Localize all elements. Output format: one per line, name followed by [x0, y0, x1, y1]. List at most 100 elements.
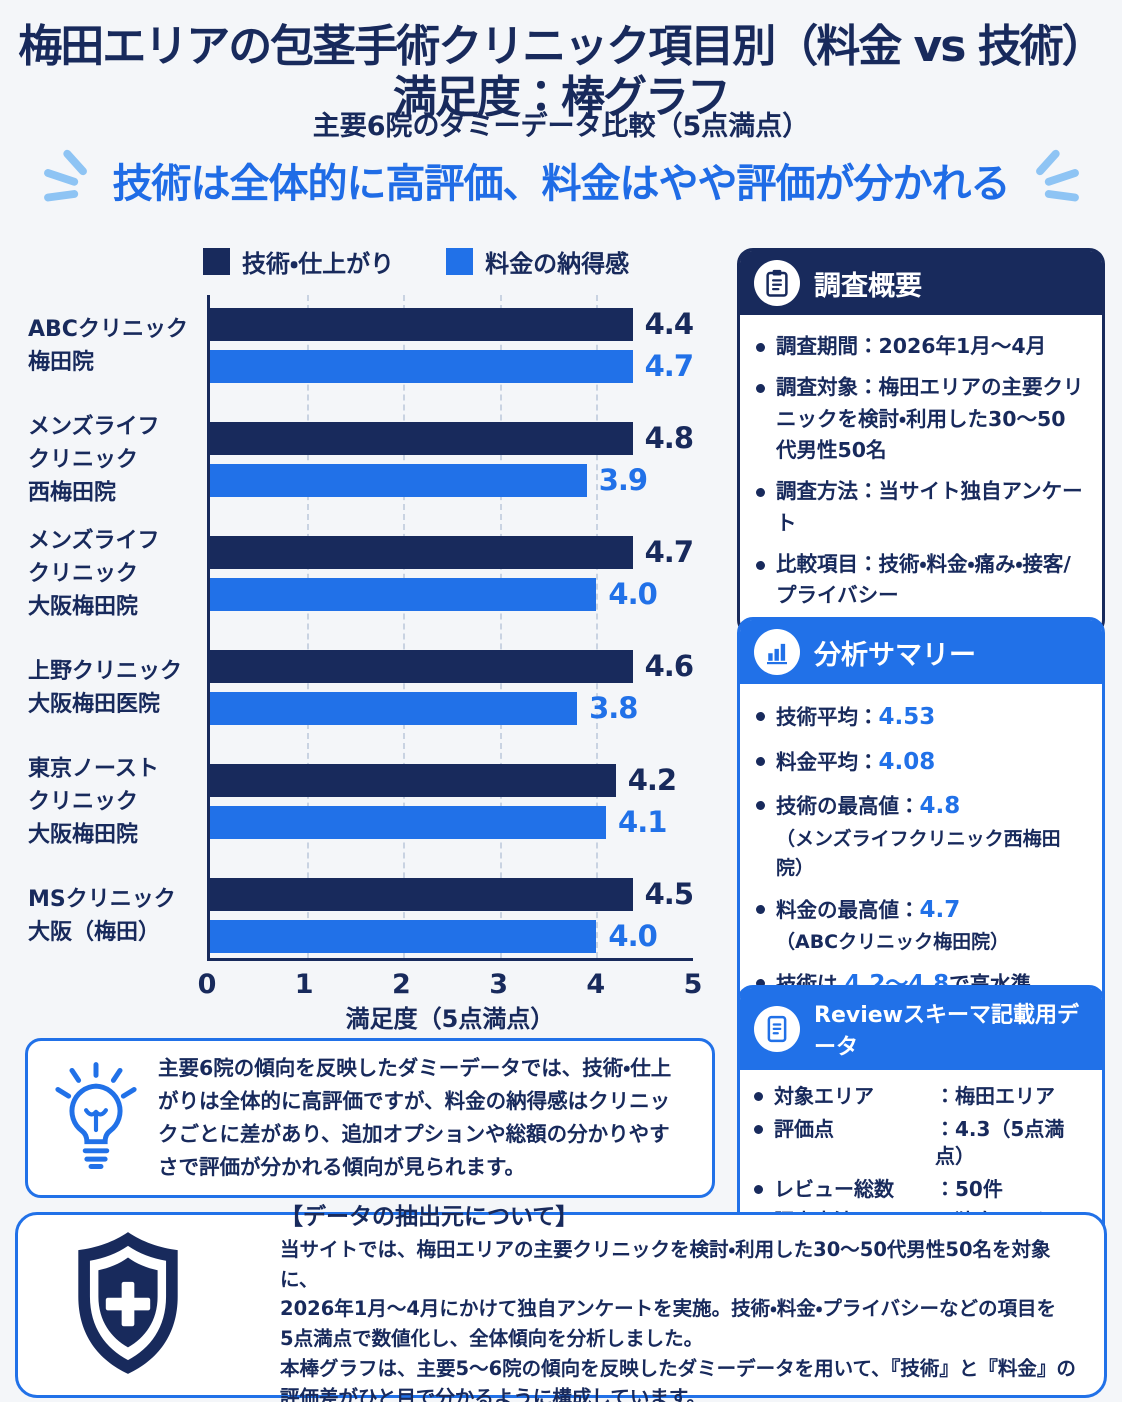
gridline [306, 295, 309, 958]
metric-value: 4.7 [919, 896, 961, 923]
gridline [403, 295, 406, 958]
x-tick: 5 [683, 969, 703, 1000]
headline-text: 技術は全体的に高評価、料金はやや評価が分かれる [112, 161, 1011, 207]
bar-chart-icon [754, 629, 800, 675]
summary-panel-title: 分析サマリー [814, 639, 976, 671]
category-label: ABCクリニック 梅田院 [28, 316, 188, 375]
tech-bar [210, 878, 633, 911]
list-item: 技術の最高値：4.8 （メンズライフクリニック西梅田院） [756, 789, 1086, 884]
list-item: 料金の最高値：4.7 （ABCクリニック梅田院） [756, 893, 1086, 958]
category-label: 東京ノースト クリニック 大阪梅田院 [28, 756, 159, 847]
x-tick: 4 [586, 969, 606, 1000]
insight-text: 主要6院の傾向を反映したダミーデータでは、技術・仕上がりは全体的に高評価ですが、… [158, 1056, 672, 1179]
price-bar [210, 920, 597, 953]
metric-value: 4.8 [919, 793, 961, 820]
medical-shield-icon [64, 1229, 192, 1381]
metric-value: 4.53 [878, 704, 936, 730]
table-row: 対象エリア ：梅田エリア [754, 1083, 1088, 1111]
list-item: 比較項目：技術・料金・痛み・接客/プライバシー [756, 549, 1086, 613]
tech-value: 4.2 [627, 763, 677, 797]
legend-item-tech: 技術・仕上がり [203, 244, 394, 279]
data-source-box: 【データの抽出元について】 当サイトでは、梅田エリアの主要クリニックを検討・利用… [15, 1204, 1107, 1402]
chart-legend: 技術・仕上がり 料金の納得感 [203, 243, 720, 279]
source-text-block: 【データの抽出元について】 当サイトでは、梅田エリアの主要クリニックを検討・利用… [280, 1197, 1076, 1402]
legend-swatch-navy [203, 247, 230, 275]
price-bar [210, 464, 587, 497]
survey-items: 調査期間：2026年1月〜4月 調査対象：梅田エリアの主要クリニックを検討・利用… [740, 315, 1102, 633]
survey-overview-panel: 調査概要 調査期間：2026年1月〜4月 調査対象：梅田エリアの主要クリニックを… [737, 248, 1105, 637]
x-axis-label: 満足度（5点満点） [345, 1005, 555, 1033]
metric-note: （メンズライフクリニック西梅田院） [776, 827, 1061, 880]
price-bar [210, 578, 597, 611]
price-value: 4.7 [644, 349, 694, 383]
chart-group-tokyo-noast: 東京ノースト クリニック 大阪梅田院 4.2 4.1 [28, 756, 693, 847]
emphasis-spark-icon [1035, 149, 1079, 202]
price-value: 3.8 [589, 691, 638, 725]
table-row: レビュー総数 ：50件 [754, 1176, 1088, 1204]
price-bar [210, 806, 607, 839]
summary-panel-header: 分析サマリー [740, 620, 1102, 684]
document-icon [754, 1006, 800, 1052]
x-axis-ticks: 0 1 2 3 4 5 [198, 961, 703, 1000]
price-value: 3.9 [598, 463, 648, 497]
bar-chart-plot: ABCクリニック 梅田院 4.4 4.7 メンズライフ クリニック 西梅田院 4… [28, 295, 694, 961]
source-line: 当サイトでは、梅田エリアの主要クリニックを検討・利用した30〜50代男性50名を… [280, 1238, 1051, 1291]
source-line: 5点満点で数値化し、全体傾向を分析しました。 [280, 1327, 704, 1350]
category-label: MSクリニック 大阪（梅田） [28, 886, 176, 945]
price-value: 4.1 [618, 805, 667, 839]
lightbulb-icon [42, 1058, 150, 1178]
bullet-dot [754, 1124, 763, 1134]
price-bar [210, 350, 633, 383]
headline-banner: 技術は全体的に高評価、料金はやや評価が分かれる [0, 148, 1122, 212]
category-label: メンズライフ クリニック 大阪梅田院 [28, 528, 160, 619]
bullet-dot [756, 801, 765, 811]
bullet-dot [756, 712, 765, 721]
page-title: 梅田エリアの包茎手術クリニック項目別（料金 vs 技術）満足度：棒グラフ [18, 21, 1106, 123]
price-value: 4.0 [608, 577, 657, 611]
list-item: 技術平均：4.53 [756, 700, 1086, 736]
x-tick: 1 [294, 969, 314, 1000]
source-line: 2026年1月〜4月にかけて独自アンケートを実施。技術・料金・プライバシーなどの… [280, 1297, 1056, 1321]
bullet-dot [756, 488, 765, 498]
review-panel-title: Reviewスキーマ記載用データ [814, 1003, 1079, 1060]
tech-bar [210, 308, 633, 341]
bullet-dot [756, 904, 765, 914]
bar-chart: 技術・仕上がり 料金の納得感 ABCクリニック 梅田院 4.4 4.7 [25, 243, 720, 1034]
bullet-dot [756, 343, 765, 352]
review-panel-header: Reviewスキーマ記載用データ [740, 988, 1102, 1070]
price-value: 4.0 [608, 919, 657, 953]
tech-value: 4.4 [644, 307, 694, 341]
emphasis-spark-icon [43, 149, 87, 202]
chart-group-abc-umeda: ABCクリニック 梅田院 4.4 4.7 [28, 307, 694, 383]
chart-group-ms-osaka: MSクリニック 大阪（梅田） 4.5 4.0 [28, 878, 694, 953]
tech-bar [210, 764, 616, 797]
tech-value: 4.7 [644, 535, 694, 569]
bullet-dot [756, 756, 765, 766]
tech-value: 4.8 [644, 421, 694, 455]
tech-value: 4.6 [644, 649, 694, 683]
x-tick: 2 [391, 969, 411, 1000]
bullet-dot [754, 1092, 763, 1101]
source-line: 本棒グラフは、主要5〜6院の傾向を反映したダミーデータを用いて、『技術』と『料金… [280, 1356, 1076, 1380]
gridline [596, 295, 599, 958]
tech-bar [210, 536, 633, 569]
list-item: 料金平均：4.08 [756, 745, 1086, 781]
legend-label: 料金の納得感 [485, 249, 630, 278]
survey-panel-title: 調査概要 [814, 270, 922, 302]
list-item: 調査方法：当サイト独自アンケート [756, 476, 1086, 540]
tech-bar [210, 422, 633, 455]
gridline [499, 295, 502, 958]
legend-swatch-blue [446, 247, 474, 275]
metric-note: （ABCクリニック梅田院） [776, 931, 1010, 954]
bullet-dot [756, 560, 765, 570]
tech-bar [210, 650, 633, 683]
clipboard-icon [754, 260, 800, 306]
category-label: 上野クリニック 大阪梅田医院 [28, 658, 183, 717]
bullet-dot [756, 978, 765, 988]
insight-note: 主要6院の傾向を反映したダミーデータでは、技術・仕上がりは全体的に高評価ですが、… [25, 1038, 715, 1198]
price-bar [210, 692, 578, 725]
source-title: 【データの抽出元について】 [280, 1204, 579, 1231]
x-tick: 3 [489, 969, 508, 1000]
chart-group-mensl-osakaumeda: メンズライフ クリニック 大阪梅田院 4.7 4.0 [28, 528, 694, 619]
